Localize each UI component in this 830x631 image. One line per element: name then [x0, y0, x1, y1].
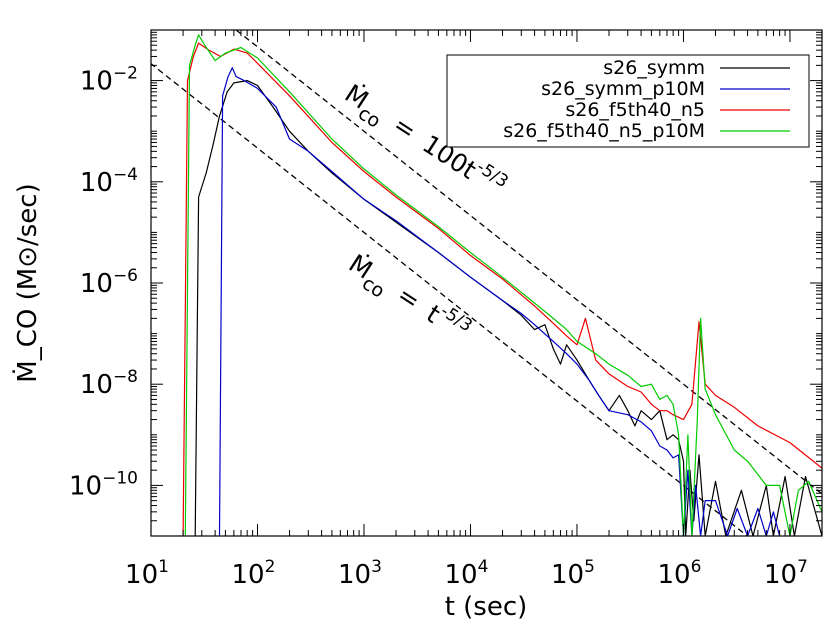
annotation-2: Ṁco =t-5/3 — [340, 245, 476, 353]
legend-label: s26_symm_p10M — [541, 78, 705, 100]
series-line-s26_symm — [194, 80, 822, 536]
y-tick-label: 10−10 — [69, 468, 138, 501]
legend: s26_symms26_symm_p10Ms26_f5th40_n5s26_f5… — [446, 54, 810, 148]
y-tick-label: 10−2 — [80, 64, 138, 97]
y-axis: 10−2 10−4 10−6 10−8 10−10 — [69, 29, 822, 537]
legend-box — [446, 54, 810, 148]
svg-text:Ṁco=t-5/3: Ṁco =t-5/3 — [340, 245, 476, 353]
series-line-s26_f5th40_n5_p10M — [184, 34, 822, 536]
reference-line-2 — [151, 62, 749, 536]
y-tick-label: 10−6 — [80, 266, 138, 299]
x-tick-label: 102 — [232, 557, 276, 590]
x-axis: 101 102 103 104 105 106 107 — [125, 30, 823, 590]
y-tick-label: 10−4 — [80, 165, 138, 198]
reference-lines — [151, 30, 822, 536]
legend-label: s26_symm — [603, 57, 705, 79]
x-tick-label: 104 — [445, 557, 489, 590]
reference-line-1 — [235, 30, 822, 495]
x-tick-label: 103 — [338, 557, 382, 590]
legend-label: s26_f5th40_n5 — [565, 99, 705, 121]
y-axis-label: Ṁ_CO (M⊙/sec) — [11, 183, 43, 382]
legend-label: s26_f5th40_n5_p10M — [503, 120, 705, 142]
x-tick-label: 101 — [125, 557, 169, 590]
x-tick-label: 106 — [657, 557, 701, 590]
x-tick-label: 105 — [551, 557, 595, 590]
x-axis-label: t (sec) — [445, 592, 528, 622]
x-tick-label: 107 — [764, 557, 808, 590]
series-lines — [182, 34, 822, 536]
y-tick-label: 10−8 — [80, 367, 138, 400]
series-line-s26_symm_p10M — [218, 67, 781, 536]
